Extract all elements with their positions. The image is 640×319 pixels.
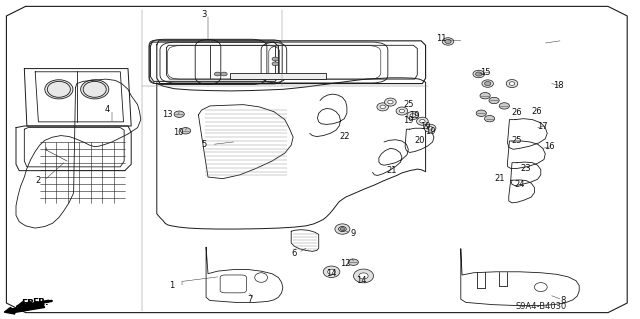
Ellipse shape bbox=[353, 269, 374, 283]
Ellipse shape bbox=[509, 82, 515, 85]
Ellipse shape bbox=[442, 38, 454, 45]
Text: 14: 14 bbox=[326, 269, 337, 278]
Ellipse shape bbox=[499, 103, 509, 109]
Ellipse shape bbox=[484, 115, 495, 122]
Text: 4: 4 bbox=[105, 105, 110, 114]
Ellipse shape bbox=[428, 126, 433, 130]
Ellipse shape bbox=[377, 103, 388, 111]
Ellipse shape bbox=[272, 62, 278, 66]
Text: 17: 17 bbox=[538, 122, 548, 130]
Text: 5: 5 bbox=[201, 140, 206, 149]
Ellipse shape bbox=[482, 80, 493, 87]
Ellipse shape bbox=[214, 72, 221, 76]
Ellipse shape bbox=[445, 40, 451, 43]
Text: FR.: FR. bbox=[32, 298, 49, 307]
Text: 21: 21 bbox=[387, 166, 397, 175]
Ellipse shape bbox=[506, 79, 518, 88]
Text: 19: 19 bbox=[410, 111, 420, 120]
Ellipse shape bbox=[359, 273, 368, 279]
Ellipse shape bbox=[45, 80, 73, 99]
Ellipse shape bbox=[339, 226, 346, 232]
Text: 24: 24 bbox=[515, 180, 525, 189]
Text: 26: 26 bbox=[531, 107, 541, 115]
Ellipse shape bbox=[328, 269, 335, 274]
Text: 22: 22 bbox=[339, 132, 349, 141]
Text: 7: 7 bbox=[247, 295, 252, 304]
Ellipse shape bbox=[348, 259, 358, 265]
FancyArrow shape bbox=[4, 304, 45, 314]
Text: FR.: FR. bbox=[21, 299, 38, 308]
Text: 3: 3 bbox=[201, 10, 206, 19]
Bar bbox=[230, 73, 326, 79]
Text: 21: 21 bbox=[494, 174, 504, 183]
Ellipse shape bbox=[420, 119, 425, 123]
Text: 19: 19 bbox=[403, 116, 413, 125]
Ellipse shape bbox=[174, 111, 184, 117]
Ellipse shape bbox=[476, 72, 482, 76]
Ellipse shape bbox=[335, 224, 350, 234]
Text: 19: 19 bbox=[420, 122, 431, 131]
Text: S9A4-B4030: S9A4-B4030 bbox=[515, 302, 566, 311]
Ellipse shape bbox=[81, 80, 109, 99]
Text: 23: 23 bbox=[521, 164, 531, 173]
Text: 12: 12 bbox=[340, 259, 351, 268]
Text: 16: 16 bbox=[544, 142, 554, 151]
Text: 14: 14 bbox=[356, 276, 367, 285]
Text: 15: 15 bbox=[480, 68, 490, 77]
Ellipse shape bbox=[380, 105, 385, 109]
Ellipse shape bbox=[180, 128, 191, 134]
Text: 18: 18 bbox=[553, 81, 563, 90]
Text: 20: 20 bbox=[414, 137, 424, 145]
Text: 13: 13 bbox=[163, 110, 173, 119]
Ellipse shape bbox=[473, 70, 484, 78]
Text: 6: 6 bbox=[292, 249, 297, 258]
Ellipse shape bbox=[410, 114, 415, 117]
Ellipse shape bbox=[388, 100, 393, 104]
Ellipse shape bbox=[417, 117, 428, 125]
Ellipse shape bbox=[221, 72, 227, 76]
Text: 9: 9 bbox=[351, 229, 356, 238]
Text: 19: 19 bbox=[425, 127, 435, 136]
Ellipse shape bbox=[480, 93, 490, 99]
Text: 25: 25 bbox=[403, 100, 413, 109]
Text: 10: 10 bbox=[173, 128, 183, 137]
Ellipse shape bbox=[385, 98, 396, 106]
Ellipse shape bbox=[272, 57, 278, 61]
Ellipse shape bbox=[489, 97, 499, 104]
Ellipse shape bbox=[424, 124, 436, 132]
Ellipse shape bbox=[476, 110, 486, 116]
Ellipse shape bbox=[396, 107, 408, 115]
Ellipse shape bbox=[339, 227, 346, 231]
Text: 1: 1 bbox=[169, 281, 174, 290]
Text: 26: 26 bbox=[512, 108, 522, 117]
Ellipse shape bbox=[340, 228, 344, 230]
Ellipse shape bbox=[323, 266, 340, 278]
Text: 25: 25 bbox=[512, 137, 522, 145]
Text: 2: 2 bbox=[36, 176, 41, 185]
Ellipse shape bbox=[399, 109, 404, 113]
Text: 8: 8 bbox=[561, 296, 566, 305]
Ellipse shape bbox=[407, 111, 419, 120]
Text: 11: 11 bbox=[436, 34, 447, 43]
Ellipse shape bbox=[484, 82, 491, 85]
